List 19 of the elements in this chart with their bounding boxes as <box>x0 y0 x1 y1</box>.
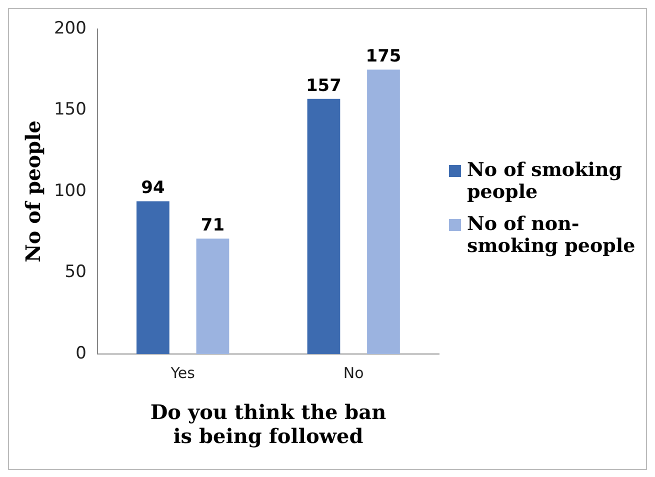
data-label: 71 <box>200 216 225 236</box>
data-label: 157 <box>306 76 342 96</box>
bar <box>367 70 400 354</box>
bar <box>136 201 170 354</box>
data-label: 175 <box>366 46 402 67</box>
y-tick-label: 200 <box>54 18 86 38</box>
data-label: 94 <box>141 178 165 198</box>
x-axis-title: Do you think the ban is being followed <box>150 400 387 448</box>
legend-label: No of smoking people <box>467 159 624 203</box>
bar <box>307 98 340 354</box>
x-tick-label: Yes <box>170 364 196 382</box>
y-tick-label: 100 <box>54 180 86 201</box>
x-tick-label: No <box>343 364 364 382</box>
y-axis-title: No of people <box>21 120 46 262</box>
y-tick-label: 0 <box>76 343 86 364</box>
legend-label: No of non-smoking people <box>467 213 636 257</box>
y-tick-label: 50 <box>64 262 86 282</box>
bar <box>196 238 230 354</box>
y-tick-label: 150 <box>54 100 86 120</box>
